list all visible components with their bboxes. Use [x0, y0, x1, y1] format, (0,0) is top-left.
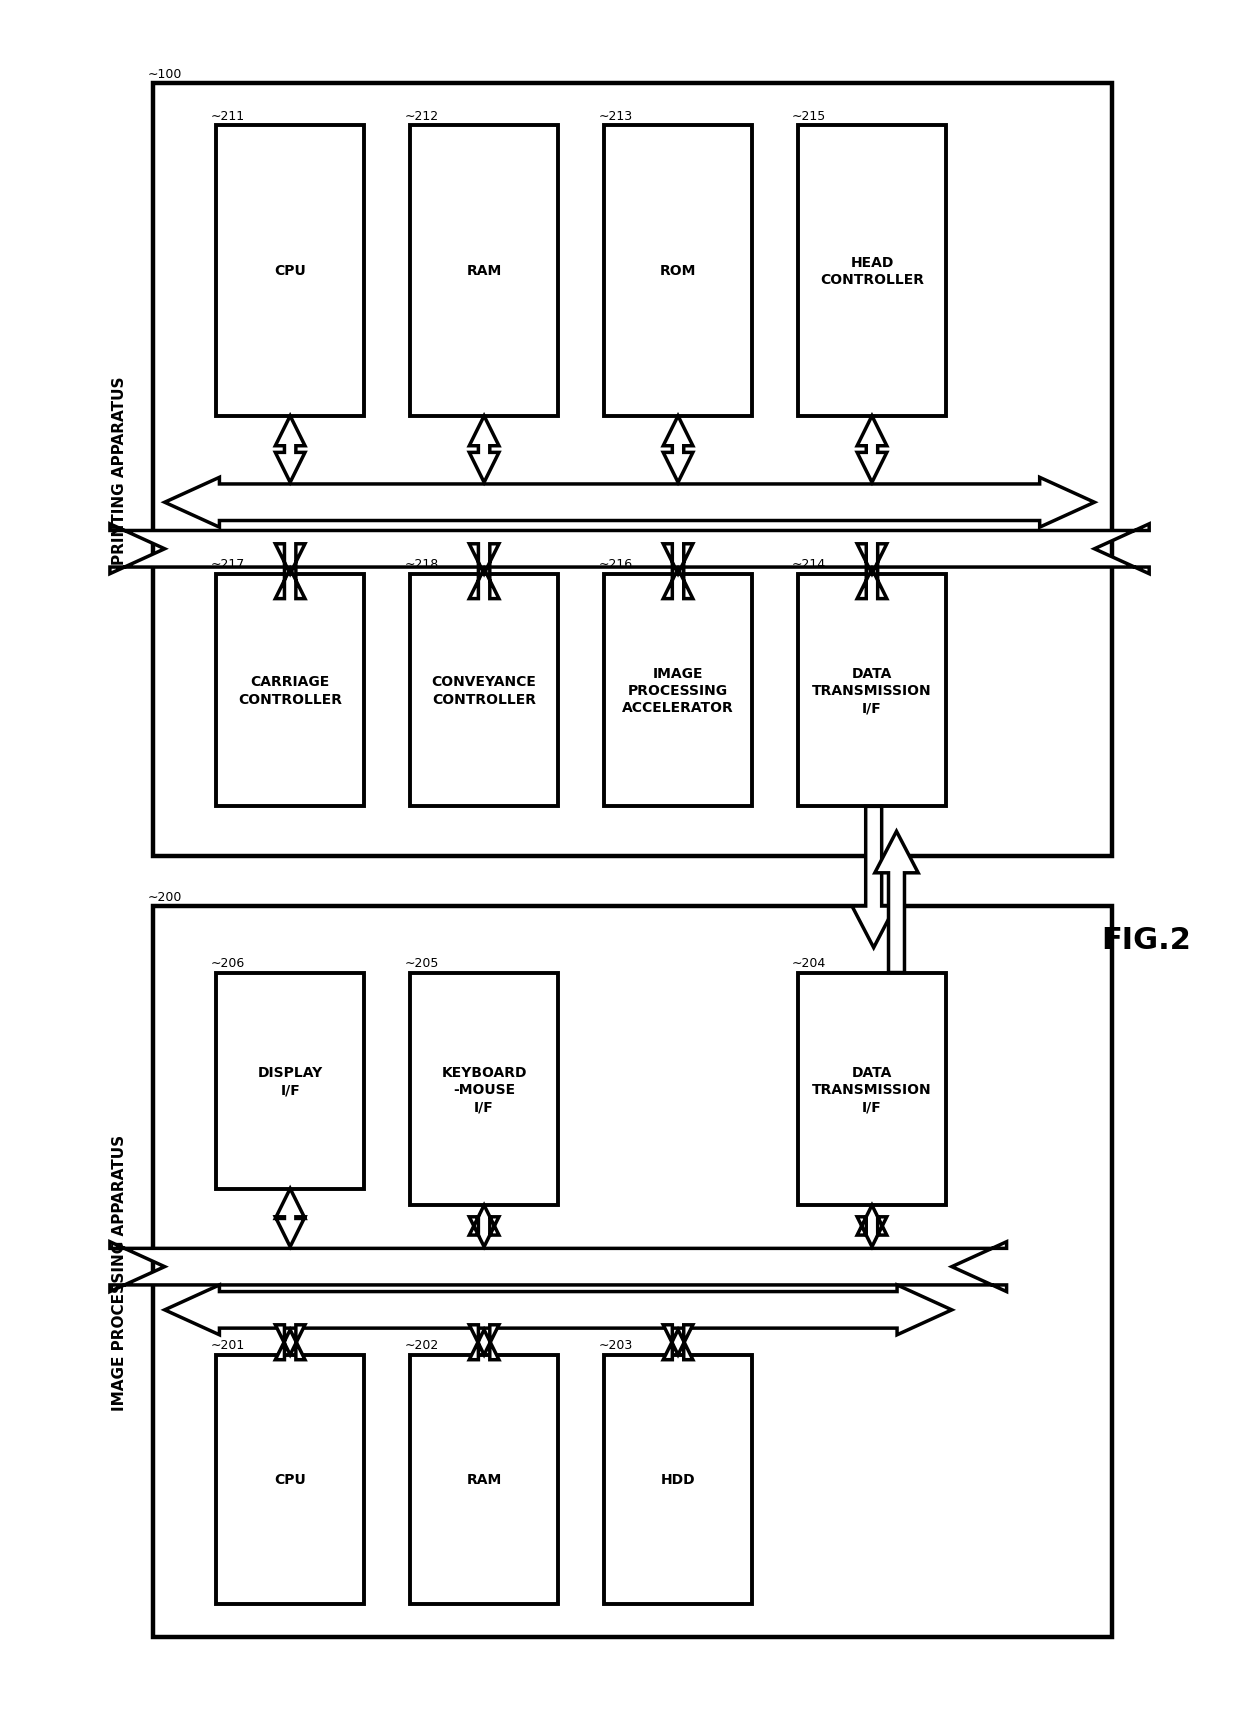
Polygon shape	[165, 477, 1095, 528]
Bar	[216, 1355, 365, 1604]
Polygon shape	[469, 1206, 498, 1247]
Text: ∼205: ∼205	[404, 957, 439, 969]
Bar	[410, 126, 558, 417]
Text: ∼211: ∼211	[211, 109, 244, 123]
Text: CONVEYANCE
CONTROLLER: CONVEYANCE CONTROLLER	[432, 675, 537, 706]
Text: ROM: ROM	[660, 265, 696, 279]
Polygon shape	[275, 1325, 305, 1360]
Text: PRINTING APPARATUS: PRINTING APPARATUS	[112, 377, 126, 564]
Polygon shape	[663, 417, 693, 483]
Polygon shape	[275, 545, 305, 599]
Polygon shape	[852, 806, 895, 948]
Polygon shape	[469, 545, 498, 599]
Text: DATA
TRANSMISSION
I/F: DATA TRANSMISSION I/F	[812, 666, 931, 714]
Text: HEAD
CONTROLLER: HEAD CONTROLLER	[820, 256, 924, 287]
Text: IMAGE
PROCESSING
ACCELERATOR: IMAGE PROCESSING ACCELERATOR	[622, 666, 734, 714]
Text: ∼217: ∼217	[211, 559, 244, 571]
Text: RAM: RAM	[466, 265, 502, 279]
Bar	[410, 1355, 558, 1604]
Text: ∼202: ∼202	[404, 1339, 439, 1351]
Text: ∼214: ∼214	[792, 559, 826, 571]
Text: ∼206: ∼206	[211, 957, 244, 969]
Text: HDD: HDD	[661, 1472, 696, 1486]
Polygon shape	[165, 1285, 952, 1336]
Polygon shape	[275, 417, 305, 483]
Polygon shape	[469, 417, 498, 483]
Bar	[216, 126, 365, 417]
Text: ∼100: ∼100	[148, 67, 182, 81]
Text: CPU: CPU	[274, 265, 306, 279]
Text: ∼215: ∼215	[792, 109, 826, 123]
Polygon shape	[469, 1325, 498, 1360]
Text: DISPLAY
I/F: DISPLAY I/F	[258, 1066, 322, 1097]
Text: FIG.2: FIG.2	[1101, 926, 1190, 955]
Text: IMAGE PROCESSING APPARATUS: IMAGE PROCESSING APPARATUS	[112, 1133, 126, 1410]
Bar	[604, 574, 753, 806]
Polygon shape	[663, 1325, 693, 1360]
Text: ∼216: ∼216	[598, 559, 632, 571]
Text: CPU: CPU	[274, 1472, 306, 1486]
Text: ∼204: ∼204	[792, 957, 826, 969]
Polygon shape	[857, 545, 887, 599]
Text: ∼212: ∼212	[404, 109, 439, 123]
Bar	[797, 574, 946, 806]
Polygon shape	[857, 417, 887, 483]
Text: ∼218: ∼218	[404, 559, 439, 571]
Polygon shape	[874, 832, 918, 972]
Text: RAM: RAM	[466, 1472, 502, 1486]
Text: CARRIAGE
CONTROLLER: CARRIAGE CONTROLLER	[238, 675, 342, 706]
Bar	[604, 126, 753, 417]
Text: DATA
TRANSMISSION
I/F: DATA TRANSMISSION I/F	[812, 1066, 931, 1114]
Bar	[797, 972, 946, 1206]
Bar	[154, 85, 1111, 856]
Bar	[797, 126, 946, 417]
Polygon shape	[857, 1206, 887, 1247]
Text: ∼203: ∼203	[598, 1339, 632, 1351]
Bar	[604, 1355, 753, 1604]
Bar	[410, 574, 558, 806]
Polygon shape	[110, 1242, 1007, 1292]
Polygon shape	[275, 1189, 305, 1247]
Bar	[154, 907, 1111, 1637]
Bar	[410, 972, 558, 1206]
Bar	[216, 574, 365, 806]
Text: ∼213: ∼213	[598, 109, 632, 123]
Text: ∼201: ∼201	[211, 1339, 244, 1351]
Bar	[216, 972, 365, 1189]
Text: KEYBOARD
-MOUSE
I/F: KEYBOARD -MOUSE I/F	[441, 1066, 527, 1114]
Text: ∼200: ∼200	[148, 891, 182, 903]
Polygon shape	[110, 524, 1149, 574]
Polygon shape	[663, 545, 693, 599]
